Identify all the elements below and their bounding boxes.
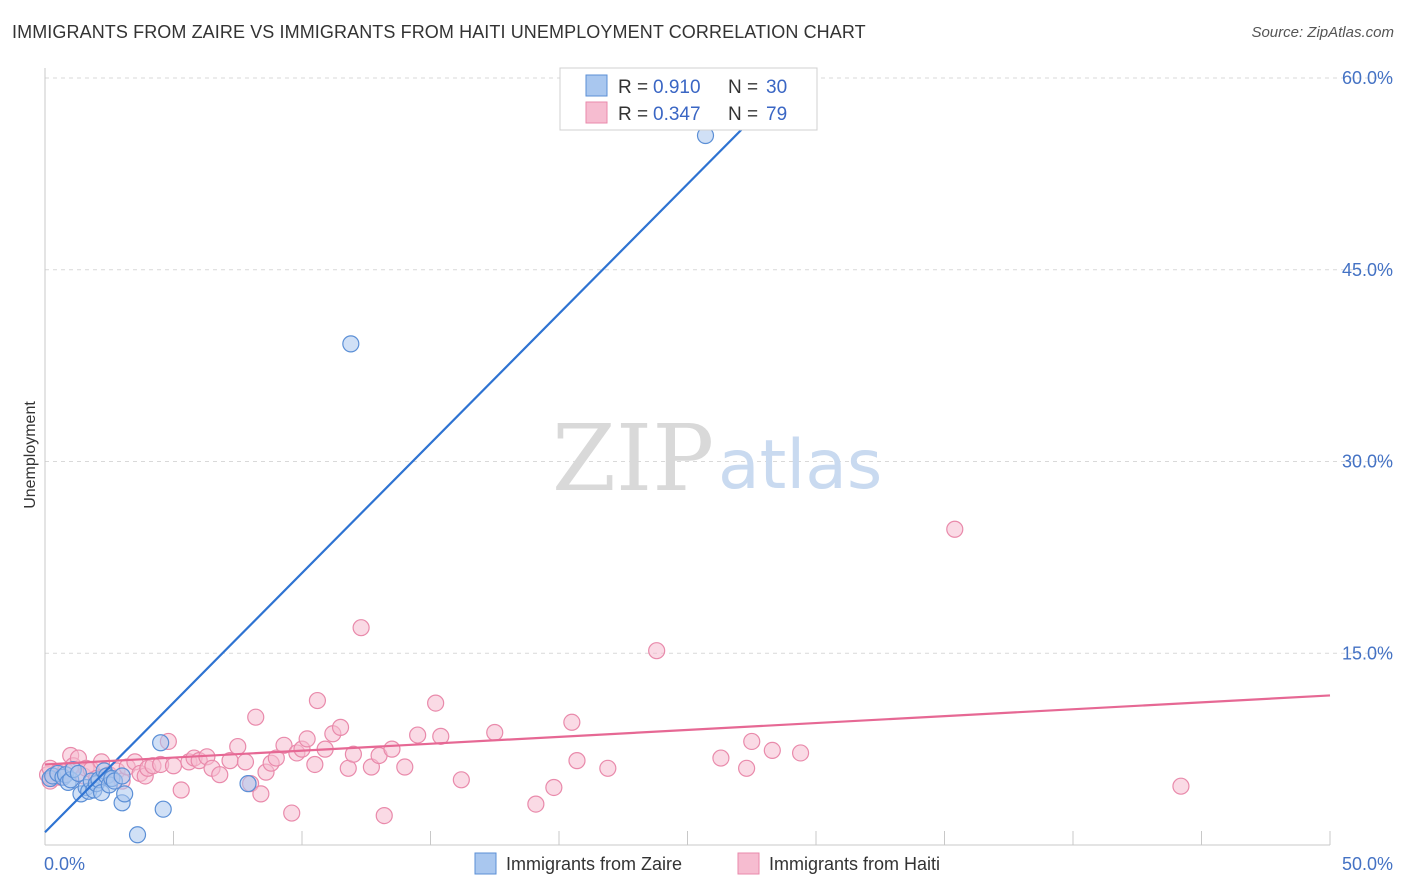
trend-lines — [44, 90, 1331, 833]
zaire-point — [69, 764, 88, 783]
y-tick-labels: 15.0% 30.0% 45.0% 60.0% — [1342, 68, 1393, 663]
legend-haiti-swatch — [585, 101, 608, 124]
haiti-point — [308, 691, 327, 710]
haiti-point — [396, 758, 414, 776]
zaire-trend-line — [44, 90, 781, 833]
haiti-point — [375, 806, 393, 825]
watermark: ZIP atlas — [552, 405, 882, 512]
haiti-point — [486, 723, 504, 742]
bottom-legend-zaire-swatch — [474, 852, 497, 875]
haiti-point — [452, 771, 470, 789]
haiti-point — [267, 749, 285, 767]
watermark-atlas: atlas — [718, 426, 882, 505]
haiti-point — [545, 778, 563, 797]
haiti-point — [331, 718, 350, 736]
zaire-point — [342, 335, 360, 353]
zaire-point — [116, 785, 134, 803]
haiti-point — [791, 744, 810, 762]
zaire-point — [154, 800, 172, 818]
zaire-point — [128, 826, 147, 844]
x-tick-label: 0.0% — [44, 854, 85, 874]
haiti-point — [648, 642, 666, 660]
y-tick-label: 60.0% — [1342, 68, 1393, 88]
x-tick-labels: 0.0% 50.0% — [44, 854, 1393, 874]
haiti-point — [1172, 777, 1190, 795]
haiti-point — [172, 781, 190, 799]
bottom-legend: Immigrants from Zaire Immigrants from Ha… — [474, 852, 940, 875]
haiti-points — [38, 520, 1190, 825]
haiti-point — [409, 726, 427, 744]
haiti-point — [283, 804, 301, 822]
bottom-legend-haiti-swatch — [737, 852, 760, 875]
legend-zaire-n-value: 30 — [766, 77, 787, 98]
haiti-point — [229, 737, 247, 756]
legend-zaire-r-label: R = — [618, 77, 648, 98]
haiti-point — [164, 757, 183, 775]
haiti-point — [247, 708, 265, 726]
legend-haiti-n-value: 79 — [766, 104, 787, 125]
zaire-point — [239, 775, 257, 793]
axes — [44, 68, 1331, 846]
zaire-points — [41, 126, 715, 844]
haiti-point — [306, 755, 324, 774]
y-tick-label: 15.0% — [1342, 643, 1393, 663]
haiti-point — [383, 740, 401, 758]
source-label: Source: ZipAtlas.com — [1251, 24, 1394, 41]
haiti-point — [527, 795, 545, 813]
haiti-point — [946, 520, 964, 538]
haiti-point — [568, 752, 586, 770]
watermark-zip: ZIP — [552, 405, 714, 512]
grid-lines — [45, 77, 1392, 654]
chart-title: IMMIGRANTS FROM ZAIRE VS IMMIGRANTS FROM… — [12, 22, 866, 42]
zaire-point — [113, 767, 131, 785]
haiti-point — [432, 727, 450, 745]
legend-zaire-r-value: 0.910 — [653, 77, 701, 98]
y-axis-label: Unemployment — [22, 401, 39, 509]
bottom-legend-zaire-label: Immigrants from Zaire — [506, 854, 682, 874]
haiti-trend-line — [44, 694, 1331, 766]
y-tick-label: 45.0% — [1342, 260, 1393, 280]
haiti-point — [275, 736, 293, 754]
haiti-point — [352, 619, 370, 637]
haiti-point — [563, 713, 581, 731]
zaire-point — [152, 734, 170, 752]
haiti-point — [236, 753, 255, 771]
y-tick-label: 30.0% — [1342, 452, 1393, 472]
haiti-point — [211, 766, 229, 784]
bottom-legend-haiti-label: Immigrants from Haiti — [769, 854, 940, 874]
top-legend: R = 0.910 N = 30 R = 0.347 N = 79 — [559, 67, 818, 131]
legend-haiti-r-value: 0.347 — [653, 104, 701, 125]
haiti-point — [344, 745, 362, 763]
x-tick-label: 50.0% — [1342, 854, 1393, 874]
haiti-point — [763, 741, 781, 760]
haiti-point — [599, 759, 617, 777]
legend-haiti-n-label: N = — [728, 104, 758, 125]
legend-zaire-swatch — [585, 74, 608, 97]
legend-haiti-r-label: R = — [618, 104, 648, 125]
haiti-point — [738, 759, 756, 777]
haiti-point — [427, 694, 445, 712]
haiti-point — [252, 785, 270, 803]
haiti-point — [298, 730, 316, 748]
legend-zaire-n-label: N = — [728, 77, 758, 98]
haiti-point — [712, 749, 730, 767]
haiti-point — [743, 732, 761, 751]
